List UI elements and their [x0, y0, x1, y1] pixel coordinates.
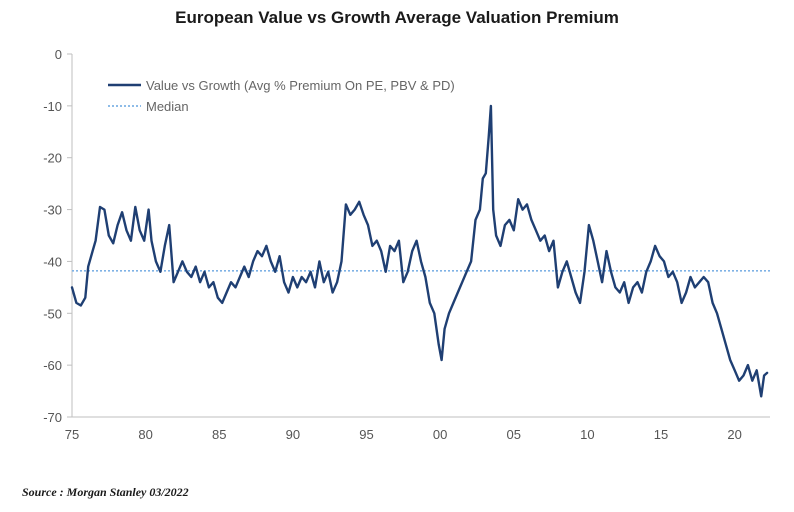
x-tick-label: 85 — [212, 427, 226, 442]
x-tick-label: 90 — [286, 427, 300, 442]
x-tick-label: 75 — [65, 427, 79, 442]
x-tick-label: 15 — [654, 427, 668, 442]
legend-label-median: Median — [146, 99, 189, 114]
axes — [71, 54, 770, 418]
y-tick-label: -60 — [43, 358, 62, 373]
source-note: Source : Morgan Stanley 03/2022 — [22, 485, 189, 499]
y-tick-labels: 0 -10 -20 -30 -40 -50 -60 -70 — [43, 47, 72, 425]
y-tick-label: -10 — [43, 99, 62, 114]
series-line-value-vs-growth — [70, 104, 769, 398]
x-tick-label: 20 — [727, 427, 741, 442]
x-tick-label: 00 — [433, 427, 447, 442]
y-tick-label: -30 — [43, 203, 62, 218]
y-tick-label: -50 — [43, 306, 62, 321]
y-tick-label: 0 — [55, 47, 62, 62]
x-tick-label: 05 — [507, 427, 521, 442]
y-tick-label: -20 — [43, 151, 62, 166]
series-layer — [70, 104, 770, 398]
legend-label-value-vs-growth: Value vs Growth (Avg % Premium On PE, PB… — [146, 78, 455, 93]
x-tick-labels: 75 80 85 90 95 00 05 10 15 20 — [65, 427, 742, 442]
x-tick-label: 80 — [138, 427, 152, 442]
chart-title: European Value vs Growth Average Valuati… — [175, 8, 619, 27]
y-tick-label: -40 — [43, 254, 62, 269]
y-tick-label: -70 — [43, 410, 62, 425]
x-tick-label: 95 — [359, 427, 373, 442]
x-tick-label: 10 — [580, 427, 594, 442]
legend: Value vs Growth (Avg % Premium On PE, PB… — [108, 78, 455, 114]
